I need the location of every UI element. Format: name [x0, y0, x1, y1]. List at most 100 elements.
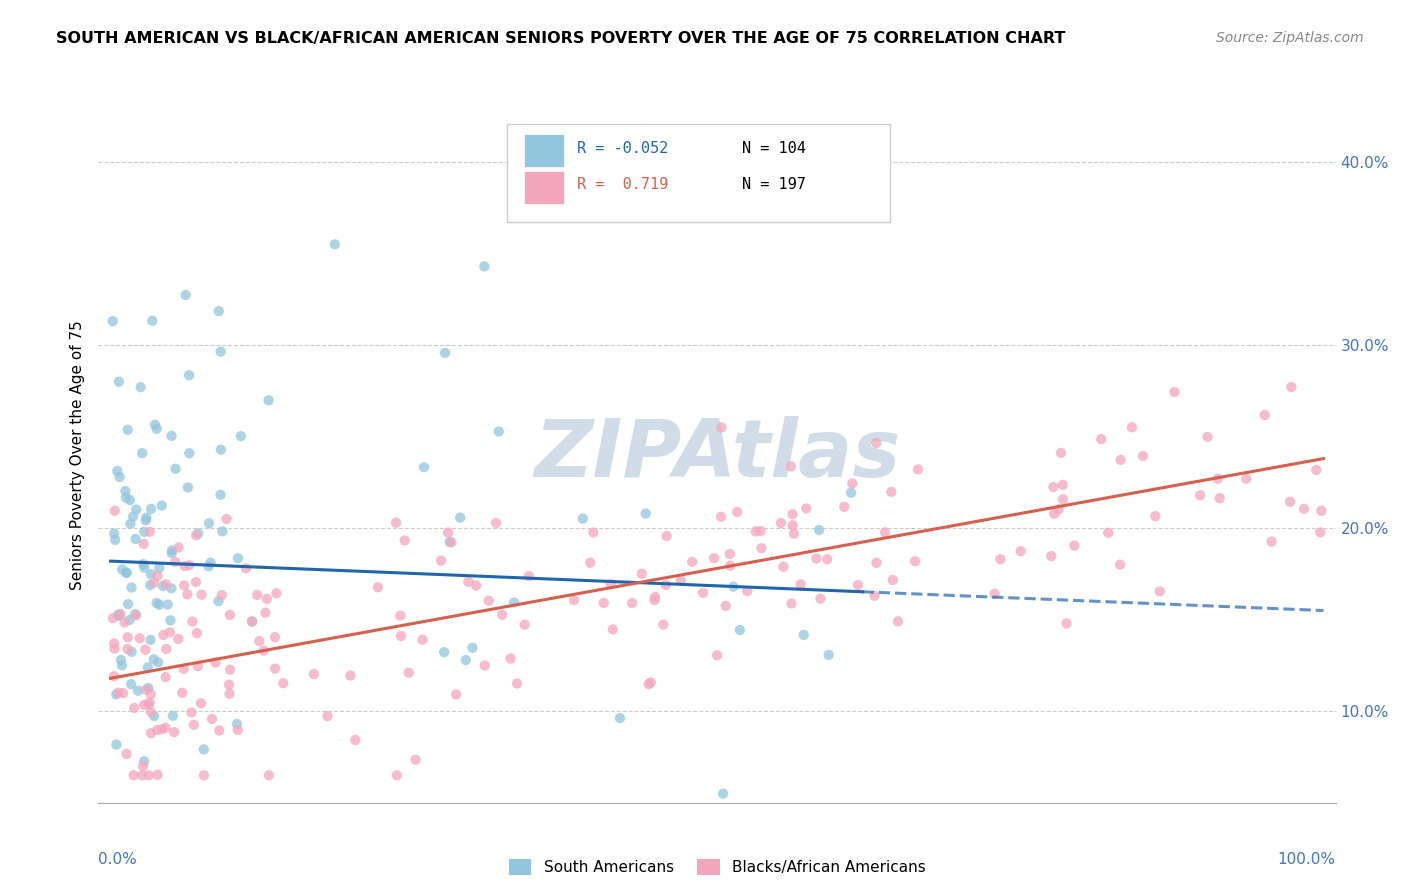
Point: [160, 546, 183, 560]
Point: [139, 632, 162, 647]
Point: [1149, 584, 1171, 599]
Point: [128, 632, 150, 646]
Point: [172, 686, 194, 700]
Point: [1208, 491, 1230, 505]
Point: [215, 512, 238, 526]
Point: [135, 682, 157, 697]
Point: [1197, 430, 1219, 444]
Point: [907, 462, 929, 476]
Point: [183, 718, 205, 732]
Point: [207, 594, 229, 608]
Point: [117, 642, 139, 657]
Point: [1144, 509, 1167, 524]
Point: [710, 509, 733, 524]
Point: [634, 507, 657, 521]
Point: [159, 625, 181, 640]
Point: [240, 615, 263, 629]
Point: [1260, 534, 1282, 549]
Point: [105, 687, 128, 701]
Point: [718, 547, 741, 561]
Point: [988, 552, 1011, 566]
Point: [655, 529, 678, 543]
Point: [143, 417, 166, 432]
Point: [150, 723, 173, 737]
Point: [139, 524, 162, 539]
Point: [219, 663, 242, 677]
Point: [1109, 558, 1132, 572]
Point: [142, 652, 165, 666]
Point: [209, 344, 232, 359]
Point: [160, 543, 183, 558]
FancyBboxPatch shape: [524, 171, 564, 203]
Point: [344, 733, 367, 747]
Point: [124, 607, 146, 621]
Point: [122, 509, 145, 524]
Point: [728, 623, 751, 637]
Point: [209, 442, 232, 457]
Point: [132, 698, 155, 712]
Point: [187, 526, 209, 541]
Point: [103, 526, 125, 541]
Point: [136, 681, 159, 695]
Point: [117, 597, 139, 611]
Point: [810, 591, 832, 606]
Point: [640, 675, 662, 690]
Point: [1109, 452, 1132, 467]
Point: [200, 556, 222, 570]
Point: [146, 569, 169, 583]
Point: [644, 593, 666, 607]
Point: [1292, 501, 1315, 516]
Point: [208, 723, 231, 738]
Point: [139, 726, 162, 740]
Text: 100.0%: 100.0%: [1278, 852, 1336, 866]
Point: [461, 640, 484, 655]
Point: [457, 574, 479, 589]
Point: [115, 491, 138, 505]
Point: [235, 561, 257, 575]
Point: [173, 559, 195, 574]
Point: [159, 614, 181, 628]
Point: [439, 535, 461, 549]
Point: [794, 501, 817, 516]
Point: [179, 558, 201, 573]
Point: [1097, 525, 1119, 540]
Point: [1189, 488, 1212, 502]
Point: [121, 645, 143, 659]
Point: [190, 588, 212, 602]
Point: [129, 380, 152, 394]
Text: N = 104: N = 104: [742, 141, 806, 156]
Point: [465, 578, 488, 592]
Point: [193, 742, 215, 756]
Point: [1040, 549, 1063, 563]
Point: [718, 558, 741, 573]
Point: [115, 566, 138, 580]
Point: [117, 423, 139, 437]
Point: [167, 632, 190, 646]
Point: [114, 615, 136, 630]
Point: [434, 346, 457, 360]
Point: [1279, 380, 1302, 394]
Point: [152, 628, 174, 642]
Point: [880, 484, 903, 499]
Point: [229, 429, 252, 443]
Point: [1132, 449, 1154, 463]
Point: [110, 607, 132, 622]
Point: [630, 566, 652, 581]
Point: [101, 611, 124, 625]
Point: [107, 607, 129, 622]
Point: [131, 768, 153, 782]
Point: [806, 551, 828, 566]
Point: [411, 632, 433, 647]
Point: [190, 696, 212, 710]
Point: [1052, 492, 1074, 507]
Point: [122, 701, 145, 715]
Point: [110, 653, 132, 667]
Point: [141, 314, 163, 328]
Point: [165, 555, 187, 569]
Y-axis label: Seniors Poverty Over the Age of 75: Seniors Poverty Over the Age of 75: [69, 320, 84, 590]
Point: [472, 260, 495, 274]
Point: [218, 678, 240, 692]
Point: [887, 615, 910, 629]
Point: [572, 511, 595, 525]
Point: [143, 575, 166, 590]
